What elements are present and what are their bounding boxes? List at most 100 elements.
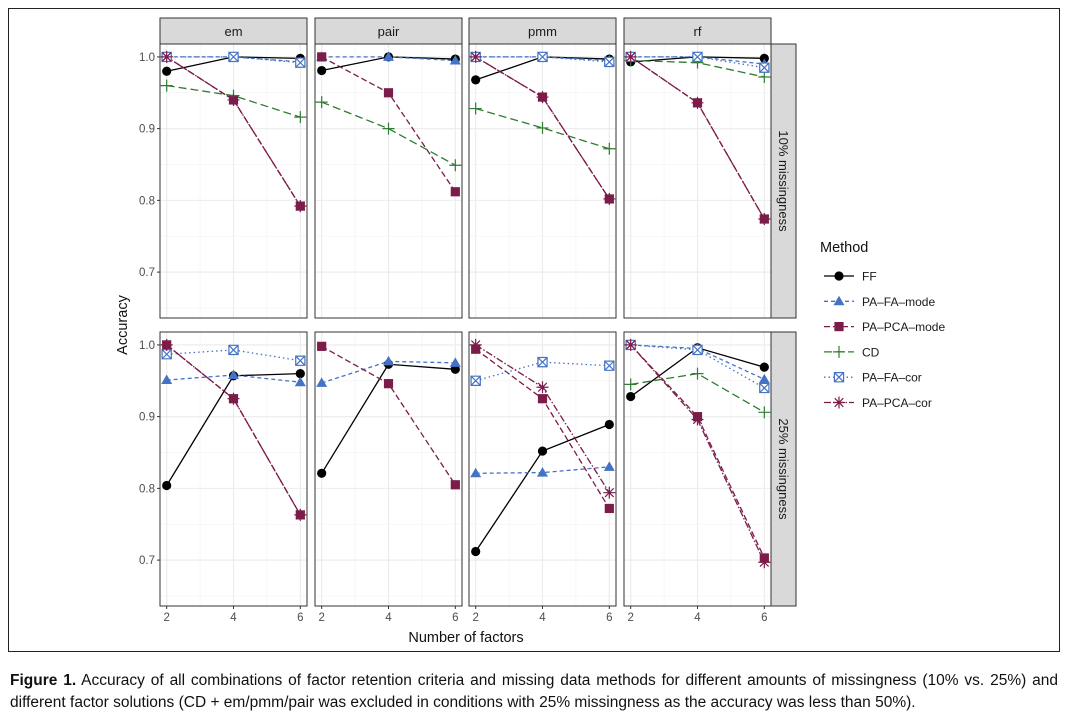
data-point [161, 349, 172, 360]
data-point [624, 378, 637, 391]
row-label: 10% missingness [776, 130, 791, 232]
panel-pmm-1 [468, 331, 617, 607]
x-tick-label: 6 [761, 612, 767, 624]
data-point [471, 75, 481, 85]
data-point [603, 192, 616, 205]
data-point [450, 480, 460, 490]
data-point [470, 375, 481, 386]
data-point [691, 367, 704, 380]
facet-strip-pair [314, 17, 463, 45]
facet-strip-rf [623, 17, 772, 45]
data-point [759, 382, 770, 394]
x-tick-label: 4 [539, 612, 546, 624]
data-point [537, 446, 548, 456]
data-point [161, 374, 173, 385]
data-point [536, 381, 549, 394]
legend-item [824, 295, 854, 306]
figure-caption: Figure 1. Accuracy of all combinations o… [10, 670, 1058, 714]
legend-item [824, 271, 854, 281]
legend-label: CD [862, 345, 880, 359]
legend-item [824, 322, 854, 332]
panel-border [468, 43, 617, 319]
data-point [295, 57, 306, 68]
data-point [162, 66, 172, 76]
data-point [759, 62, 770, 73]
x-tick-label: 4 [385, 612, 392, 624]
x-tick-label: 2 [163, 612, 169, 624]
data-point [228, 369, 239, 380]
data-point [603, 486, 616, 499]
panel-pair-1 [314, 331, 463, 607]
x-tick-label: 2 [318, 612, 324, 624]
data-point [228, 344, 239, 356]
data-point [758, 373, 770, 384]
facet-label-rf: rf [694, 24, 702, 39]
data-point [228, 51, 239, 63]
y-tick-label: 1.0 [139, 340, 155, 352]
panel-rf-1 [623, 331, 772, 607]
data-point [162, 480, 172, 491]
data-point [537, 394, 548, 404]
data-point [691, 96, 704, 109]
row-label: 25% missingness [776, 418, 791, 520]
data-point [160, 79, 173, 92]
data-point [604, 503, 614, 514]
data-point [294, 200, 307, 213]
panel-em-0 [159, 43, 308, 319]
series-line [475, 361, 610, 382]
legend-label: PA–FA–cor [862, 371, 922, 385]
data-point [449, 54, 461, 65]
data-point [294, 376, 306, 387]
series-line [166, 344, 301, 516]
y-tick-label: 0.7 [139, 555, 155, 567]
y-axis-title: Accuracy [115, 294, 131, 354]
y-tick-label: 0.9 [139, 124, 155, 136]
data-point [317, 52, 327, 62]
data-point [759, 53, 769, 63]
data-point [317, 341, 327, 351]
data-point [227, 392, 240, 405]
data-point [315, 96, 328, 109]
data-point [449, 357, 461, 367]
panel-border [623, 43, 772, 319]
data-point [692, 344, 703, 356]
data-point [160, 50, 173, 63]
x-tick-label: 6 [452, 612, 458, 624]
data-point [227, 93, 240, 106]
data-point [470, 467, 482, 478]
legend-key-marker [833, 396, 845, 409]
data-point [469, 102, 482, 115]
data-point [691, 413, 704, 426]
data-point [383, 88, 394, 98]
data-point [626, 391, 636, 402]
series-line [630, 344, 765, 559]
data-point [294, 508, 307, 521]
caption-label: Figure 1. [10, 672, 77, 689]
y-tick-label: 1.0 [139, 52, 155, 64]
y-tick-label: 0.7 [139, 267, 155, 279]
data-point [383, 51, 394, 61]
data-point [758, 70, 771, 83]
data-point [624, 338, 637, 351]
data-point [317, 468, 327, 478]
y-tick-label: 0.8 [139, 483, 155, 495]
x-tick-label: 4 [230, 612, 237, 624]
data-point [469, 50, 482, 63]
x-tick-label: 6 [297, 612, 303, 624]
series-line [166, 374, 301, 383]
figure-border [8, 8, 1060, 652]
legend-title: Method [820, 240, 868, 256]
legend-key-marker [834, 271, 844, 281]
data-point [758, 556, 771, 569]
data-point [537, 51, 548, 63]
data-point [382, 122, 395, 135]
legend-item [824, 372, 854, 383]
panel-pair-0 [314, 43, 463, 319]
data-point [295, 355, 306, 366]
data-point [604, 360, 615, 371]
data-point [450, 364, 460, 374]
data-point [537, 467, 548, 477]
data-point [537, 356, 548, 368]
legend-label: PA–PCA–cor [862, 396, 932, 410]
x-tick-label: 2 [472, 612, 478, 624]
